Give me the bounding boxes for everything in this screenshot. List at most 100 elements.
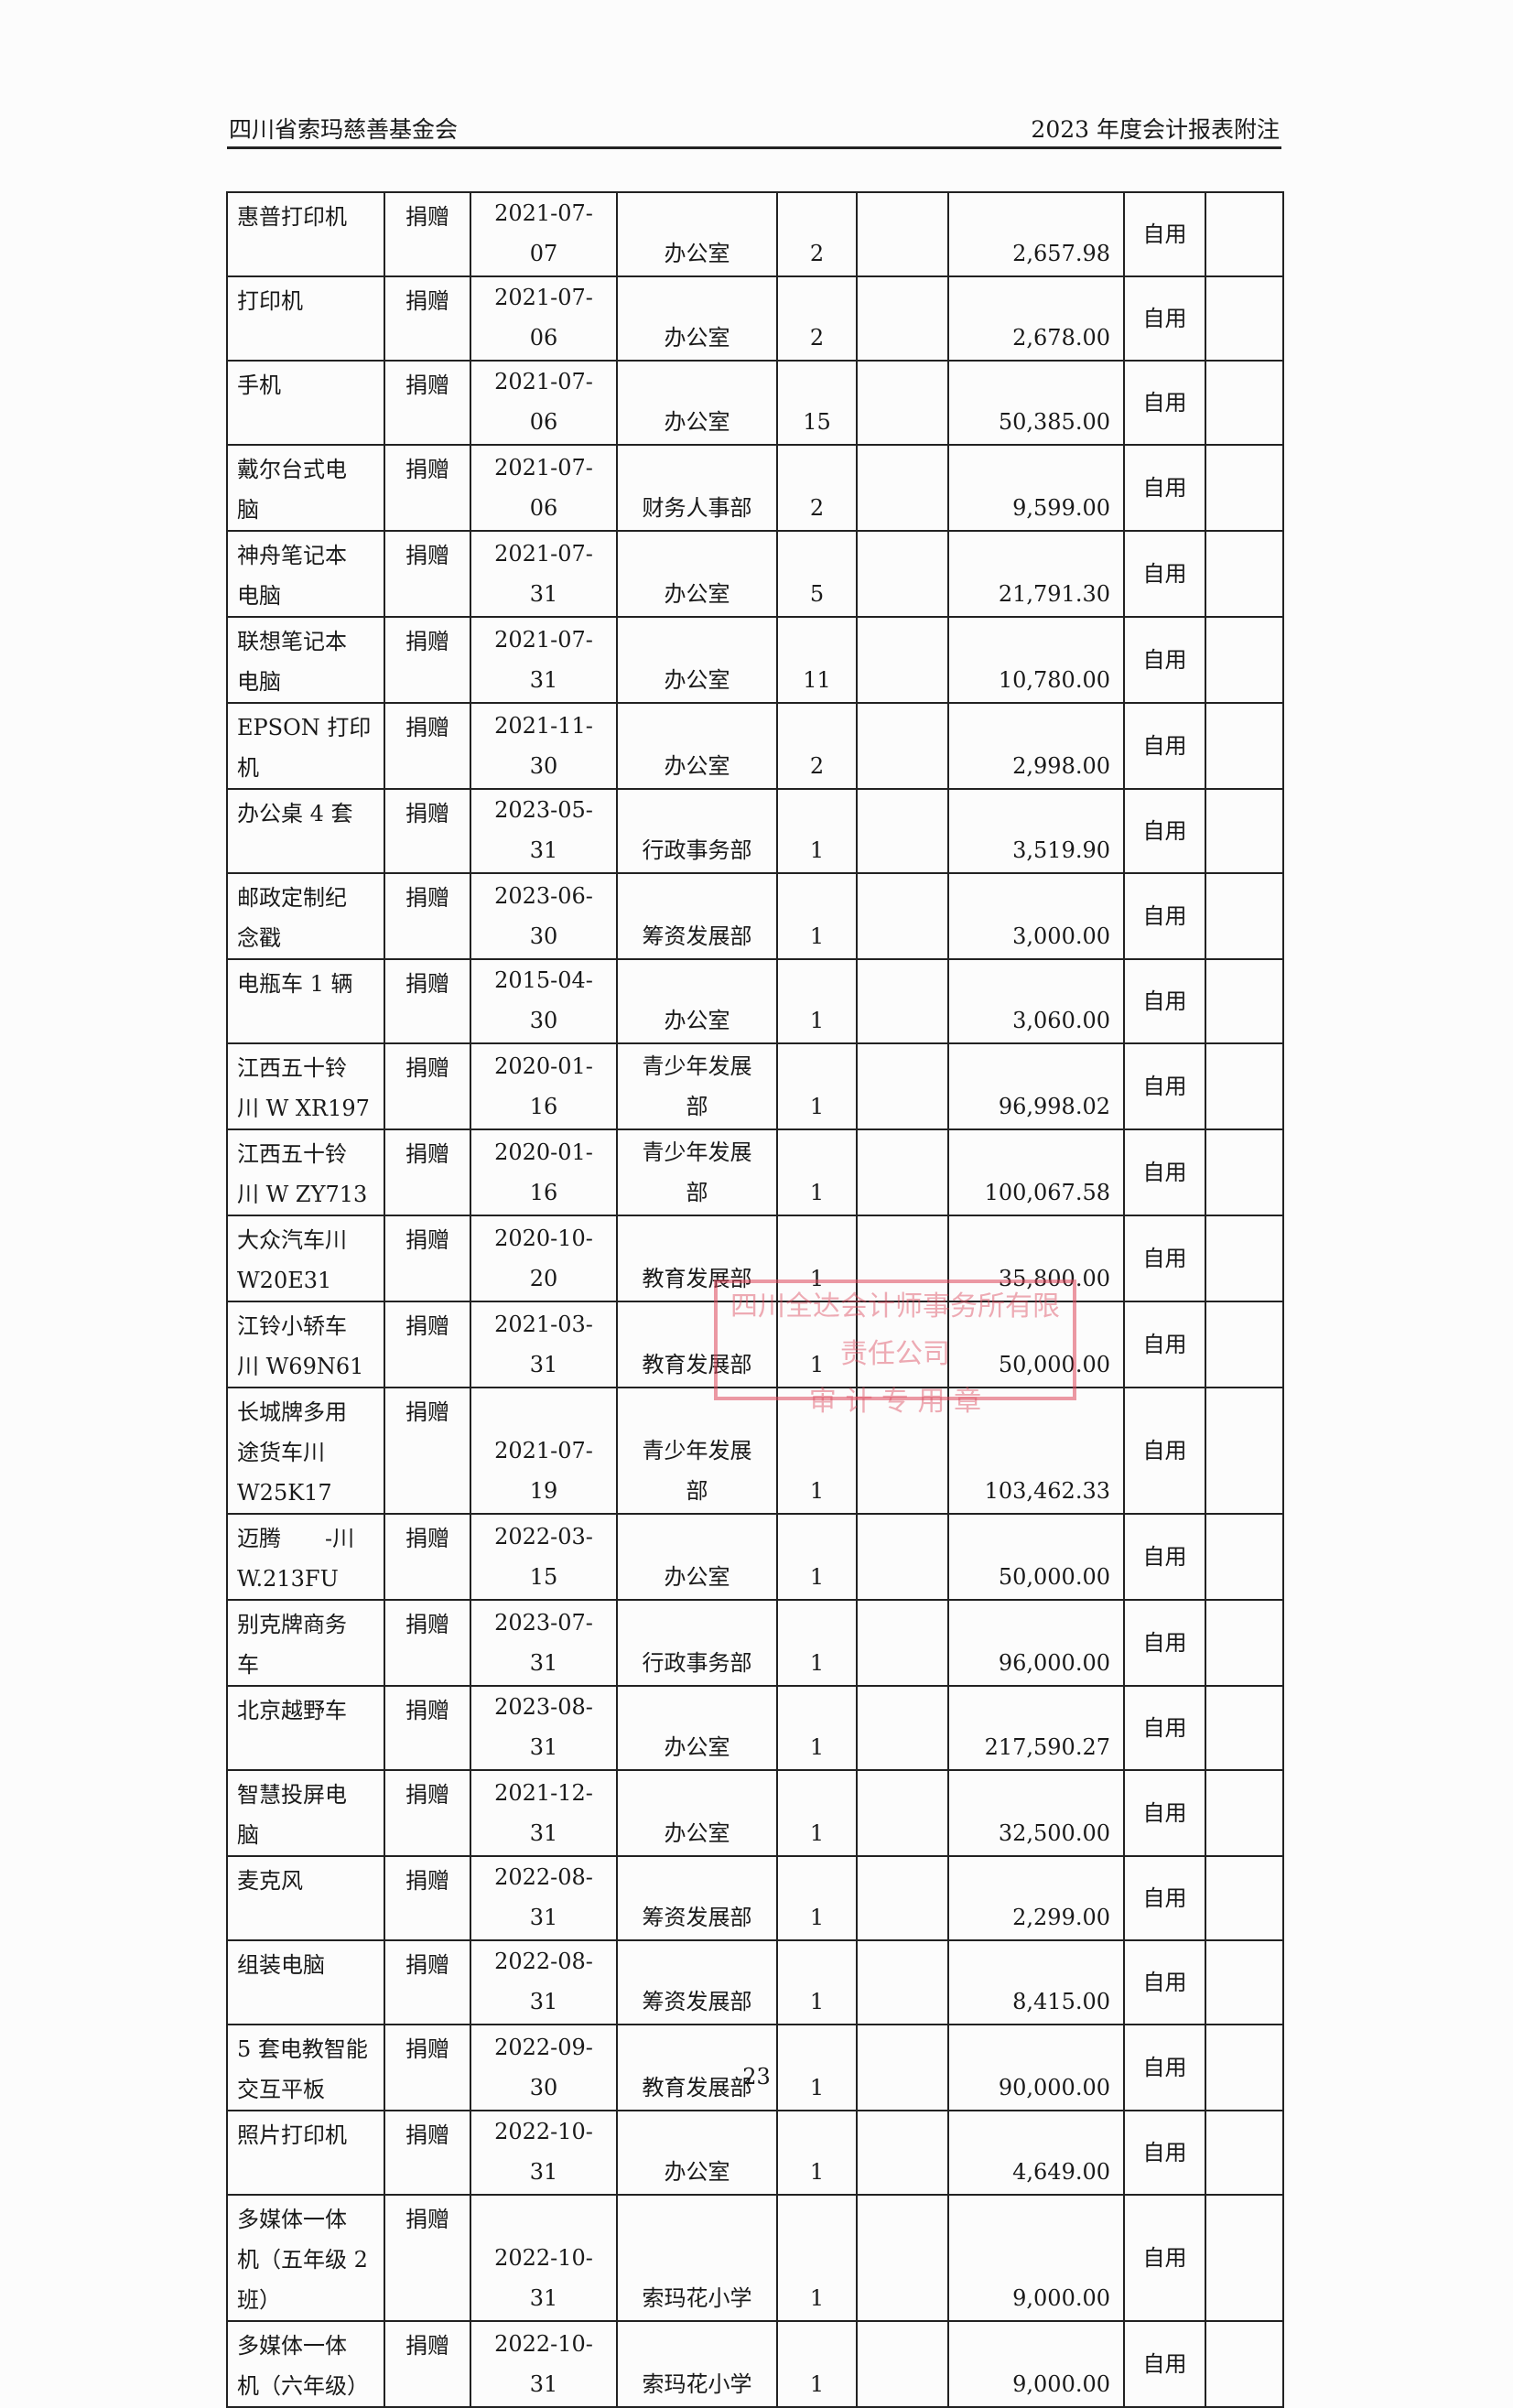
cell-source: 捐赠 (384, 1215, 471, 1302)
cell-dept: 办公室 (616, 616, 778, 704)
cell-source: 捐赠 (384, 2024, 471, 2111)
cell-dept: 办公室 (616, 360, 778, 446)
cell-blank (856, 958, 949, 1044)
cell-qty: 1 (776, 1599, 858, 1687)
cell-source: 捐赠 (384, 872, 471, 960)
cell-qty: 1 (776, 958, 858, 1044)
cell-name: 戴尔台式电 脑 (226, 444, 385, 532)
cell-blank (856, 2194, 949, 2322)
cell-date: 2021-07-07 (470, 191, 618, 277)
cell-note (1205, 2024, 1284, 2111)
table-row: 多媒体一体 机（六年级） 捐赠 2022-10-31 索玛花小学 1 9,000.00 自用 (226, 2320, 1284, 2408)
cell-source: 捐赠 (384, 275, 471, 362)
cell-qty: 1 (776, 1128, 858, 1216)
cell-date: 2022-03-15 (470, 1513, 618, 1601)
cell-date: 2022-08-31 (470, 1855, 618, 1941)
cell-date: 2021-03-31 (470, 1301, 618, 1388)
cell-blank (856, 1599, 949, 1687)
cell-amount: 50,385.00 (947, 360, 1125, 446)
cell-blank (856, 1513, 949, 1601)
cell-blank (856, 2320, 949, 2408)
cell-qty: 1 (776, 2320, 858, 2408)
cell-amount: 8,415.00 (947, 1939, 1125, 2025)
cell-dept: 行政事务部 (616, 788, 778, 874)
table-row: 电瓶车 1 辆捐赠 2015-04-30 办公室 1 3,060.00 自用 (226, 958, 1284, 1044)
cell-name: 联想笔记本 电脑 (226, 616, 385, 704)
cell-amount: 96,998.02 (947, 1042, 1125, 1130)
cell-use: 自用 (1123, 958, 1206, 1044)
cell-amount: 2,678.00 (947, 275, 1125, 362)
table-row: EPSON 打印机 捐赠 2021-11-30 办公室 2 2,998.00 自用 (226, 702, 1284, 790)
table-row: 手机 捐赠 2021-07-06 办公室 15 50,385.00 自用 (226, 360, 1284, 446)
cell-amount: 96,000.00 (947, 1599, 1125, 1687)
cell-date: 2023-05-31 (470, 788, 618, 874)
cell-dept: 行政事务部 (616, 1599, 778, 1687)
header-rule (227, 146, 1281, 149)
cell-name: 多媒体一体 机（六年级） (226, 2320, 385, 2408)
cell-date: 2022-09-30 (470, 2024, 618, 2111)
cell-use: 自用 (1123, 1769, 1206, 1857)
cell-date: 2021-07-19 (470, 1387, 618, 1515)
cell-blank (856, 2024, 949, 2111)
cell-use: 自用 (1123, 530, 1206, 618)
cell-qty: 2 (776, 275, 858, 362)
cell-name: 惠普打印机 (226, 191, 385, 277)
table-row: 神舟笔记本 电脑 捐赠 2021-07-31 办公室 5 21,791.30 自用 (226, 530, 1284, 618)
cell-note (1205, 1513, 1284, 1601)
cell-qty: 1 (776, 1769, 858, 1857)
table-row: 戴尔台式电 脑捐赠 2021-07-06 财务人事部 2 9,599.00 自用 (226, 444, 1284, 532)
cell-source: 捐赠 (384, 2110, 471, 2196)
cell-source: 捐赠 (384, 1769, 471, 1857)
cell-note (1205, 530, 1284, 618)
cell-note (1205, 1939, 1284, 2025)
cell-note (1205, 2320, 1284, 2408)
cell-qty: 1 (776, 1215, 858, 1302)
cell-amount: 4,649.00 (947, 2110, 1125, 2196)
cell-use: 自用 (1123, 2194, 1206, 2322)
cell-source: 捐赠 (384, 702, 471, 790)
cell-amount: 3,000.00 (947, 872, 1125, 960)
table-row: 惠普打印机 捐赠 2021-07-07 办公室 2 2,657.98 自用 (226, 191, 1284, 277)
cell-dept: 办公室 (616, 2110, 778, 2196)
table-row: 办公桌 4 套捐赠 2023-05-31 行政事务部 1 3,519.90 自用 (226, 788, 1284, 874)
cell-date: 2015-04-30 (470, 958, 618, 1044)
cell-use: 自用 (1123, 1128, 1206, 1216)
cell-qty: 2 (776, 444, 858, 532)
cell-name: 电瓶车 1 辆 (226, 958, 385, 1044)
cell-amount: 32,500.00 (947, 1769, 1125, 1857)
cell-date: 2022-10-31 (470, 2320, 618, 2408)
cell-note (1205, 788, 1284, 874)
cell-name: 组装电脑 (226, 1939, 385, 2025)
cell-name: 打印机 (226, 275, 385, 362)
cell-source: 捐赠 (384, 1939, 471, 2025)
cell-date: 2021-07-31 (470, 530, 618, 618)
table-row: 照片打印机 捐赠 2022-10-31 办公室 1 4,649.00 自用 (226, 2110, 1284, 2196)
cell-blank (856, 530, 949, 618)
cell-blank (856, 1128, 949, 1216)
cell-use: 自用 (1123, 360, 1206, 446)
cell-note (1205, 872, 1284, 960)
cell-name: 迈腾 -川 W.213FU (226, 1513, 385, 1601)
cell-amount: 10,780.00 (947, 616, 1125, 704)
cell-use: 自用 (1123, 1939, 1206, 2025)
cell-use: 自用 (1123, 1513, 1206, 1601)
cell-name: 北京越野车 (226, 1685, 385, 1771)
cell-name: 办公桌 4 套 (226, 788, 385, 874)
cell-source: 捐赠 (384, 1855, 471, 1941)
cell-amount: 100,067.58 (947, 1128, 1125, 1216)
cell-amount: 103,462.33 (947, 1387, 1125, 1515)
cell-source: 捐赠 (384, 788, 471, 874)
cell-date: 2023-06-30 (470, 872, 618, 960)
cell-date: 2021-12-31 (470, 1769, 618, 1857)
cell-blank (856, 616, 949, 704)
cell-note (1205, 702, 1284, 790)
cell-use: 自用 (1123, 1042, 1206, 1130)
cell-note (1205, 2110, 1284, 2196)
cell-note (1205, 1855, 1284, 1941)
page-number: 23 (742, 2064, 771, 2089)
cell-source: 捐赠 (384, 958, 471, 1044)
cell-date: 2022-08-31 (470, 1939, 618, 2025)
cell-date: 2021-07-06 (470, 275, 618, 362)
cell-use: 自用 (1123, 788, 1206, 874)
cell-qty: 1 (776, 1387, 858, 1515)
